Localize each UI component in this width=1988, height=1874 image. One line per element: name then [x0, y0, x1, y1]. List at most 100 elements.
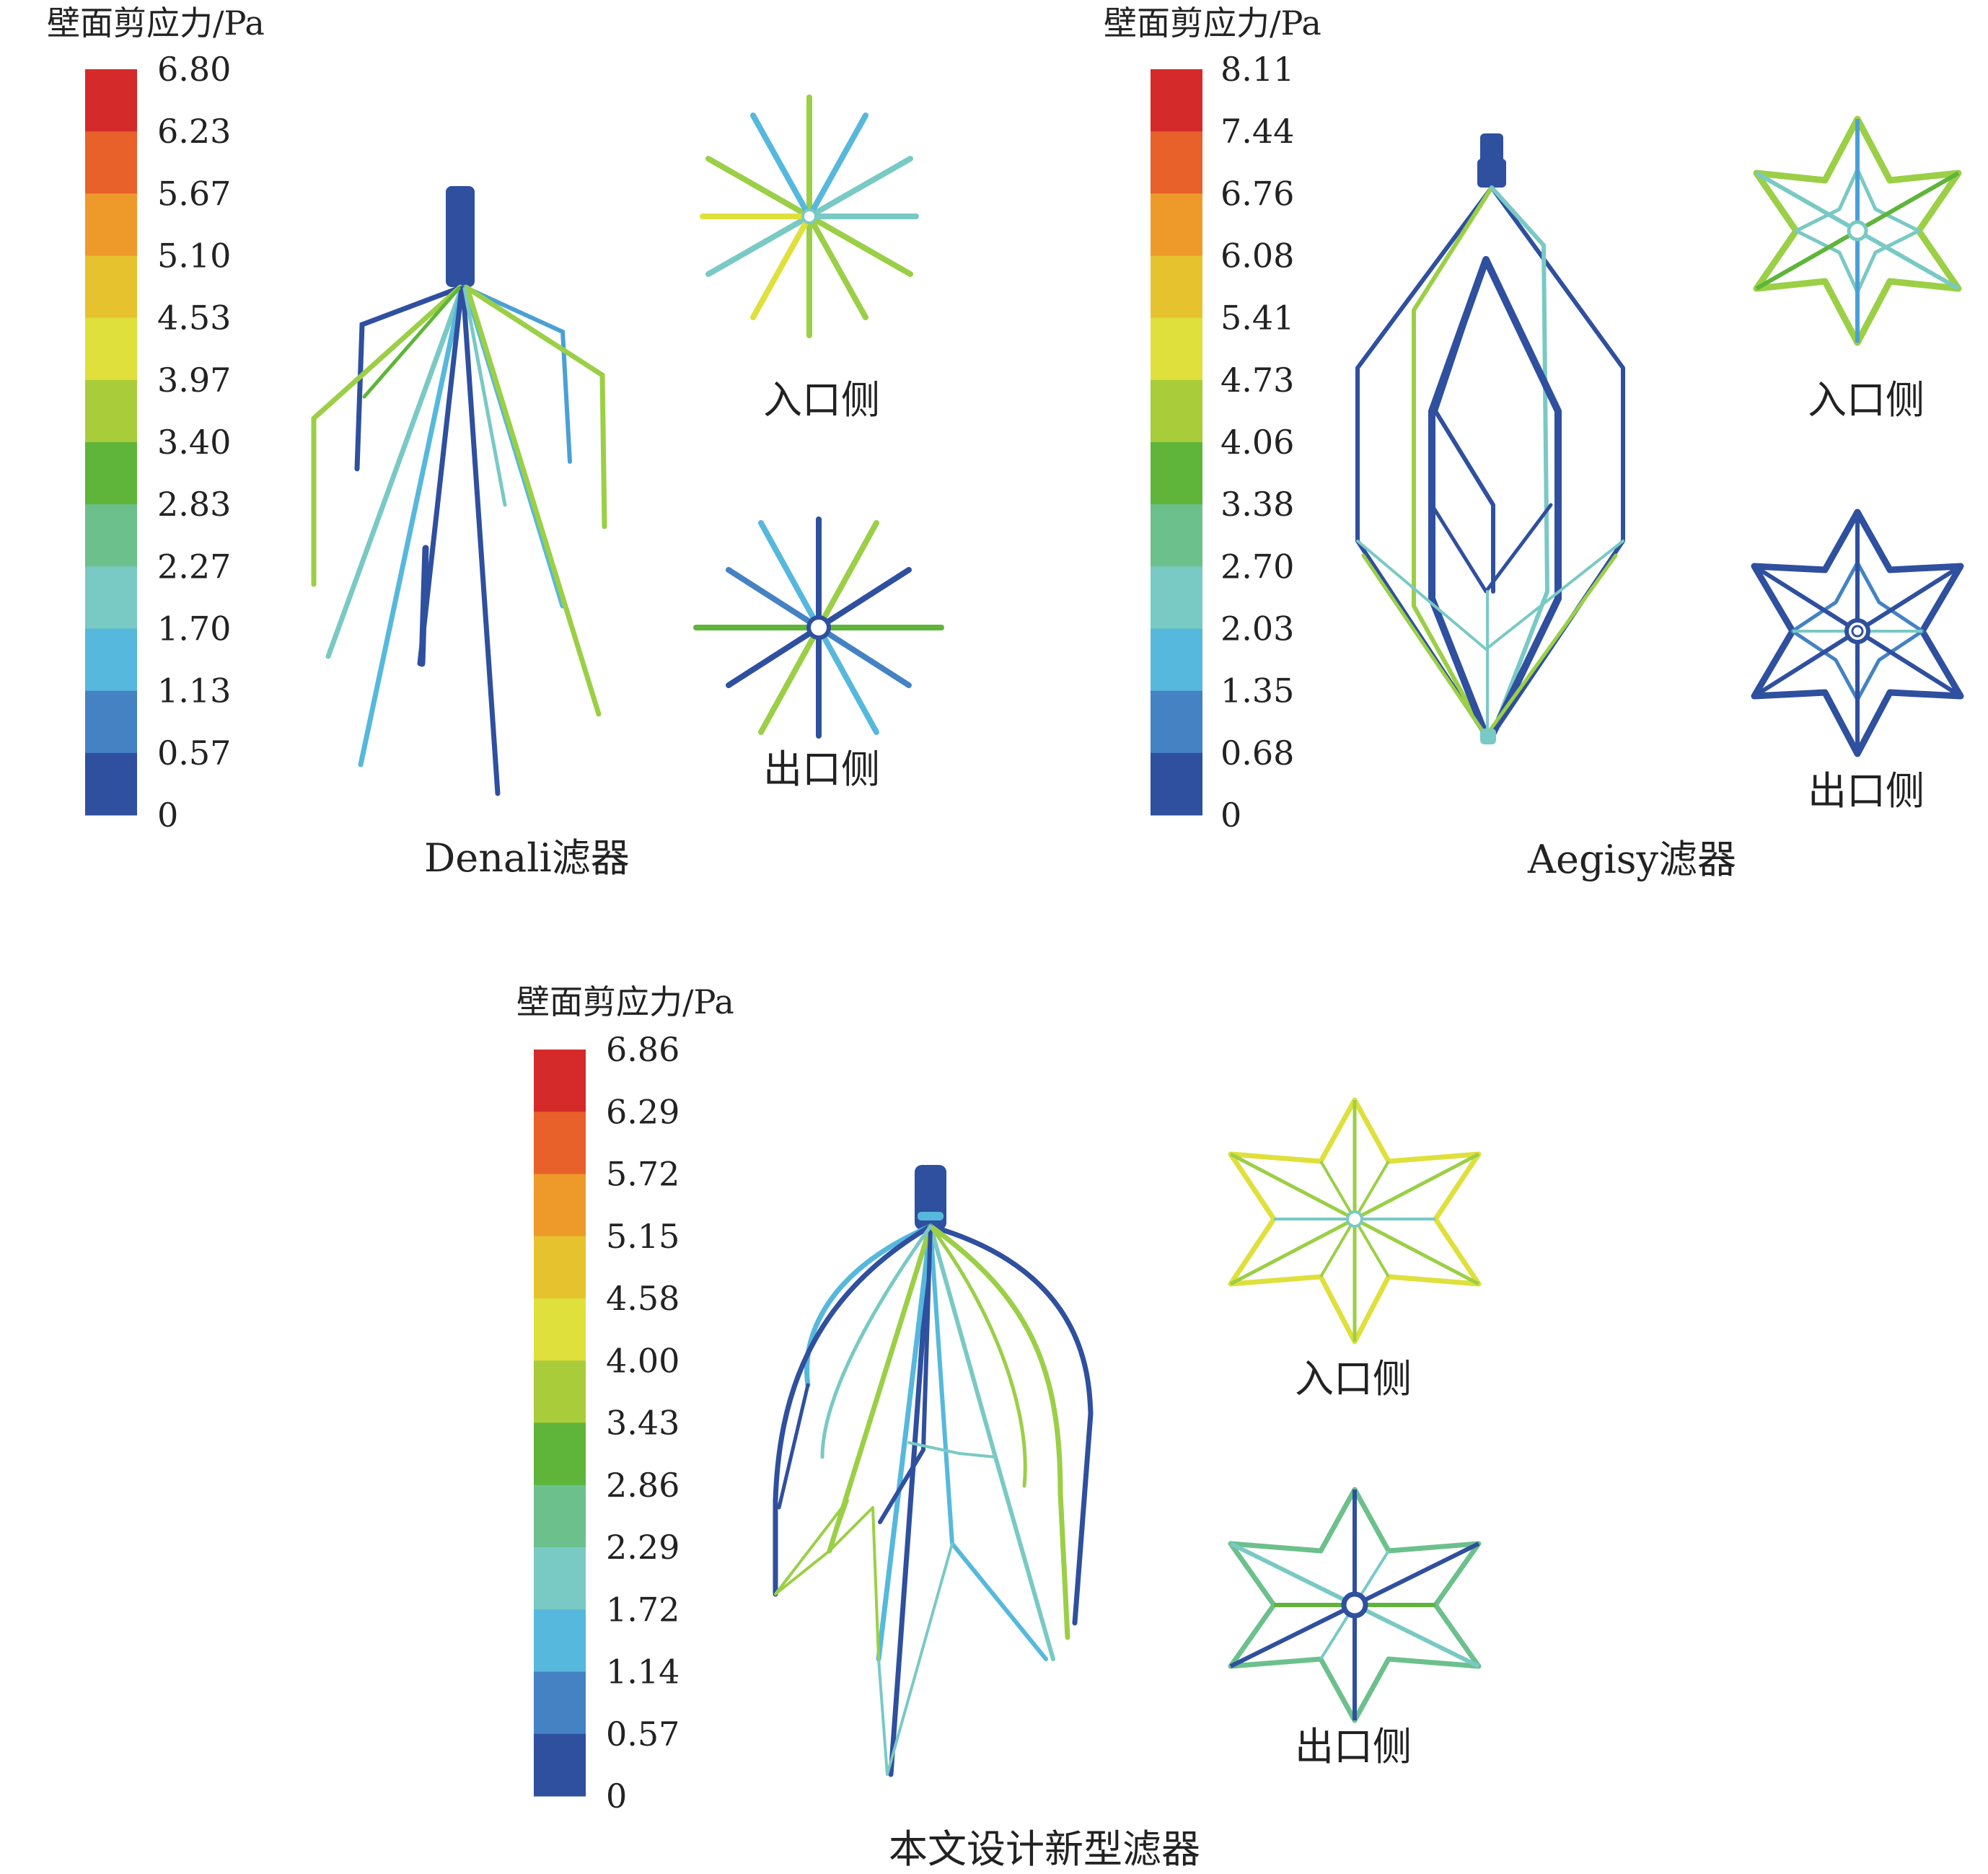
colorbar-tick-label: 6.08	[1220, 237, 1294, 276]
colorbar-tick-label: 8.11	[1220, 50, 1294, 89]
colorbar-segment	[1151, 628, 1202, 692]
colorbar-segment	[1151, 752, 1202, 816]
colorbar-ticks: 6.86 6.29 5.72 5.15 4.58 4.00 3.43 2.86 2.29 1.72…	[606, 1030, 679, 1816]
colorbar-segment	[1151, 504, 1202, 567]
colorbar-tick-label: 0.68	[1220, 734, 1294, 773]
colorbar-segment	[85, 752, 137, 816]
colorbar-tick-label: 1.70	[157, 610, 231, 648]
colorbar-segment	[85, 442, 137, 505]
colorbar-segment	[85, 69, 137, 132]
colorbar-segment	[534, 1298, 586, 1361]
aegisy-side-view	[1355, 133, 1625, 744]
colorbar-tick-label: 0	[157, 796, 178, 835]
colorbar-segment	[534, 1422, 586, 1486]
colorbar-tick-label: 0.57	[606, 1715, 679, 1754]
colorbar-tick-label: 5.15	[606, 1217, 679, 1256]
colorbar-segment	[85, 566, 137, 629]
colorbar-segment	[534, 1484, 586, 1548]
colorbar-segment	[534, 1360, 586, 1423]
colorbar-tick-label: 1.72	[606, 1590, 679, 1629]
denali-inlet-view	[700, 94, 919, 338]
colorbar-segment	[85, 504, 137, 567]
colorbar-tick-label: 5.10	[157, 237, 231, 276]
colorbar-tick-label: 6.23	[157, 112, 231, 151]
inlet-label: 入口侧	[763, 377, 880, 423]
colorbar-tick-label: 0	[1220, 796, 1241, 835]
colorbar-segment	[1151, 442, 1202, 505]
new-design-inlet-view	[1228, 1097, 1482, 1345]
colorbar-segment	[1151, 69, 1202, 132]
outlet-label: 出口侧	[1808, 768, 1925, 814]
colorbar-tick-label: 2.27	[157, 547, 231, 586]
outlet-label: 出口侧	[1295, 1724, 1412, 1769]
colorbar-tick-label: 7.44	[1220, 112, 1294, 151]
colorbar-tick-label: 0.57	[157, 734, 231, 773]
colorbar-tick-label: 5.67	[157, 174, 231, 213]
colorbar-tick-label: 4.53	[157, 299, 231, 338]
colorbar-tick-label: 1.13	[157, 672, 231, 711]
colorbar-segment	[85, 379, 137, 443]
colorbar-segment	[534, 1050, 586, 1112]
panel-new-design: 壁面剪应力/Pa 6.86 6.29 5.72 5.15 4.58 4.00 3.43 2.8…	[516, 982, 1482, 1872]
panel-caption: 本文设计新型滤器	[889, 1826, 1200, 1872]
colorbar-segment	[1151, 379, 1202, 443]
colorbar-segment	[534, 1671, 586, 1735]
colorbar-segment	[1151, 566, 1202, 629]
new-design-outlet-view	[1228, 1487, 1482, 1723]
colorbar-segment	[534, 1609, 586, 1672]
inlet-label: 入口侧	[1295, 1356, 1412, 1402]
colorbar-tick-label: 3.43	[606, 1404, 679, 1443]
colorbar-segment	[534, 1547, 586, 1610]
colorbar-segment	[534, 1733, 586, 1797]
colorbar-segment	[1151, 690, 1202, 754]
colorbar-tick-label: 2.86	[606, 1466, 679, 1505]
denali-side-view	[311, 186, 607, 796]
colorbar-segment	[85, 690, 137, 754]
aegisy-outlet-view	[1751, 509, 1964, 757]
colorbar-tick-label: 2.70	[1220, 547, 1294, 586]
new-design-side-view	[773, 1165, 1094, 1777]
colorbar-segment	[85, 193, 137, 256]
colorbar-tick-label: 2.29	[606, 1528, 679, 1567]
aegisy-inlet-view	[1753, 115, 1962, 346]
colorbar-tick-label: 4.73	[1220, 361, 1294, 400]
colorbar-tick-label: 3.40	[157, 423, 231, 462]
colorbar-segment	[534, 1236, 586, 1299]
panel-denali: 壁面剪应力/Pa 6.80 6.23 5.67 5.10 4.53 3.97 3.40 2.8…	[47, 4, 944, 881]
colorbar	[1151, 69, 1202, 816]
colorbar-tick-label: 2.83	[157, 485, 231, 524]
outlet-label: 出口侧	[763, 747, 880, 792]
colorbar-tick-label: 2.03	[1220, 610, 1294, 648]
colorbar-tick-label: 4.58	[606, 1279, 679, 1318]
colorbar-title: 壁面剪应力/Pa	[47, 4, 265, 43]
colorbar-tick-label: 4.06	[1220, 423, 1294, 462]
colorbar-segment	[85, 131, 137, 194]
panel-caption: Denali滤器	[424, 835, 630, 881]
colorbar	[85, 69, 137, 816]
colorbar-tick-label: 5.41	[1220, 299, 1294, 338]
colorbar-ticks: 6.80 6.23 5.67 5.10 4.53 3.97 3.40 2.83 2.27 1.70…	[157, 50, 231, 835]
colorbar-segment	[85, 317, 137, 381]
colorbar-title: 壁面剪应力/Pa	[1104, 4, 1321, 43]
colorbar-segment	[534, 1112, 586, 1174]
colorbar-tick-label: 1.14	[606, 1653, 679, 1692]
colorbar-title: 壁面剪应力/Pa	[516, 982, 734, 1021]
colorbar-tick-label: 6.86	[606, 1030, 679, 1069]
colorbar-segment	[1151, 317, 1202, 381]
denali-outlet-view	[693, 516, 944, 739]
inlet-label: 入口侧	[1808, 377, 1925, 423]
colorbar-tick-label: 0	[606, 1777, 627, 1816]
colorbar-tick-label: 3.97	[157, 361, 231, 400]
colorbar-tick-label: 4.00	[606, 1341, 679, 1380]
colorbar-segment	[1151, 193, 1202, 256]
colorbar-segment	[85, 255, 137, 319]
colorbar-segment	[1151, 131, 1202, 194]
colorbar-tick-label: 6.76	[1220, 174, 1294, 213]
colorbar-tick-label: 3.38	[1220, 485, 1294, 524]
colorbar-tick-label: 6.80	[157, 50, 231, 89]
panel-aegisy: 壁面剪应力/Pa 8.11 7.44 6.76 6.08 5.41 4.73 4.06 3.3…	[1104, 4, 1964, 882]
panel-caption: Aegisy滤器	[1527, 837, 1736, 882]
colorbar-ticks: 8.11 7.44 6.76 6.08 5.41 4.73 4.06 3.38 2.70 2.03…	[1220, 50, 1294, 835]
colorbar	[534, 1050, 586, 1797]
